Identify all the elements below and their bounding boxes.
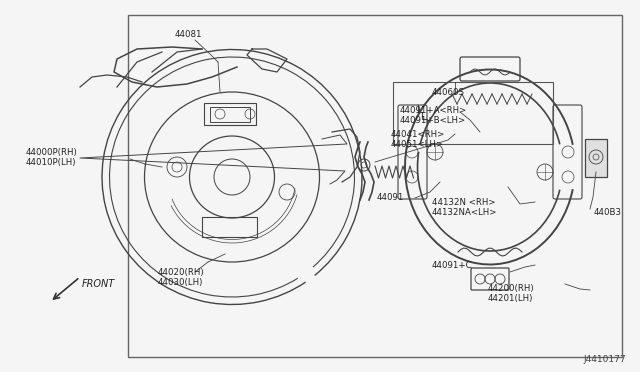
FancyBboxPatch shape bbox=[585, 139, 607, 177]
Text: 44060S: 44060S bbox=[432, 87, 465, 96]
Text: 44041<RH>: 44041<RH> bbox=[391, 129, 445, 138]
Text: 44030(LH): 44030(LH) bbox=[158, 278, 204, 286]
Bar bbox=[128, 15, 622, 357]
Text: 44091: 44091 bbox=[377, 192, 404, 202]
Text: 44020(RH): 44020(RH) bbox=[158, 267, 205, 276]
Bar bbox=[393, 82, 553, 144]
Text: 44081: 44081 bbox=[175, 29, 202, 38]
Text: 44000P(RH): 44000P(RH) bbox=[26, 148, 77, 157]
Text: J4410177: J4410177 bbox=[584, 355, 626, 364]
Text: 44200(RH): 44200(RH) bbox=[488, 283, 534, 292]
Text: 44132NA<LH>: 44132NA<LH> bbox=[432, 208, 497, 217]
Text: 44201(LH): 44201(LH) bbox=[488, 294, 533, 302]
Text: 44010P(LH): 44010P(LH) bbox=[26, 157, 77, 167]
Text: 440B3: 440B3 bbox=[594, 208, 622, 217]
Text: 44091+B<LH>: 44091+B<LH> bbox=[400, 115, 466, 125]
Text: 44091+A<RH>: 44091+A<RH> bbox=[400, 106, 467, 115]
Text: 44132N <RH>: 44132N <RH> bbox=[432, 198, 495, 206]
Text: FRONT: FRONT bbox=[82, 279, 115, 289]
Text: 44091+C: 44091+C bbox=[432, 260, 472, 269]
Text: 44051<LH>: 44051<LH> bbox=[391, 140, 444, 148]
